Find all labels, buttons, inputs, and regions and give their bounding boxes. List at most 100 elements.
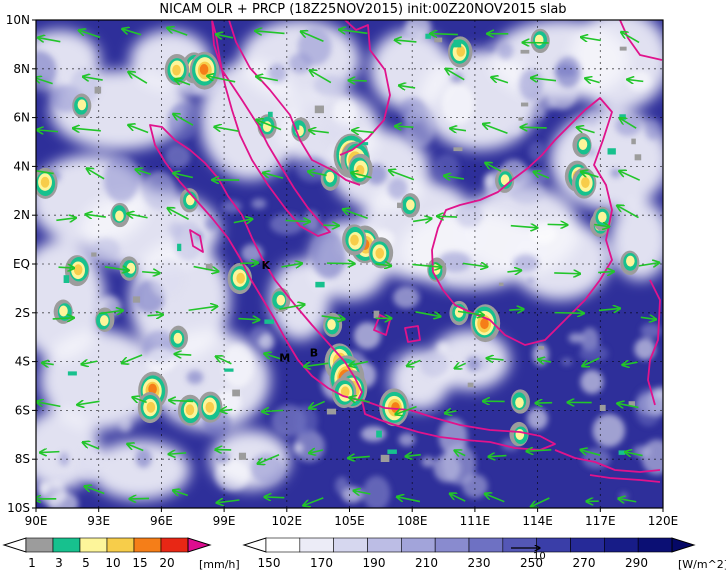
wind-vector	[640, 317, 656, 319]
wind-vector	[257, 453, 280, 464]
precip-cell	[72, 93, 92, 118]
wind-vector	[617, 205, 639, 219]
wind-vector	[220, 410, 233, 411]
precip-patch	[520, 102, 529, 107]
wind-vector	[132, 397, 147, 402]
lat-tick-label: 2N	[13, 208, 30, 222]
wind-vector	[216, 34, 234, 38]
precip-patch	[538, 346, 545, 350]
wind-vector	[405, 455, 421, 457]
wind-vector	[581, 172, 599, 178]
precip-tick-label: 20	[159, 556, 174, 570]
wind-vector	[256, 120, 282, 131]
wind-vector	[173, 173, 194, 177]
coastline-malay-peninsula	[211, 20, 331, 237]
wind-vector	[326, 263, 355, 264]
wind-vector	[582, 357, 600, 366]
lat-tick-label: 6N	[13, 111, 30, 125]
olr-tick-label: 270	[573, 556, 596, 570]
wind-vector	[84, 486, 105, 495]
wind-vector	[450, 128, 467, 130]
wind-vector	[104, 267, 129, 271]
wind-vector	[415, 311, 440, 317]
precip-patch	[467, 382, 474, 388]
map-panel: K M B	[36, 20, 663, 508]
precip-patch	[205, 263, 213, 271]
precip-patch	[177, 243, 182, 252]
wind-vector	[216, 356, 232, 365]
precip-cell	[64, 255, 90, 287]
wind-vector	[52, 318, 74, 319]
wind-vector	[531, 78, 557, 81]
precip-tick-label: 15	[132, 556, 147, 570]
wind-vector	[445, 69, 465, 81]
wind-vector	[42, 363, 54, 365]
wind-vector	[127, 444, 144, 452]
wind-vector	[399, 85, 416, 87]
precip-cell	[368, 237, 394, 269]
wind-vector	[445, 411, 457, 414]
precip-cell	[164, 53, 190, 86]
wind-vector	[462, 263, 488, 266]
wind-vector	[301, 31, 324, 42]
olr-bar-segment	[401, 537, 436, 553]
wind-vector	[395, 40, 417, 42]
lon-tick-label: 99E	[213, 514, 236, 528]
wind-vector	[142, 272, 160, 273]
wind-vector	[457, 311, 484, 315]
wind-vector	[618, 499, 637, 502]
wind-vector	[264, 354, 281, 359]
wind-vector	[598, 271, 614, 272]
wind-vector	[580, 450, 601, 456]
precip-patch	[619, 46, 627, 51]
precip-bar-segment	[25, 537, 54, 553]
wind-vector	[491, 77, 509, 84]
wind-vector	[303, 497, 324, 506]
olr-tick-label: 250	[520, 556, 543, 570]
olr-tick-label: 230	[468, 556, 491, 570]
wind-vector	[135, 169, 152, 174]
lat-tick-label: 10N	[6, 13, 30, 27]
wind-vector	[264, 497, 285, 498]
precip-cell	[110, 202, 130, 228]
precip-patch	[315, 281, 325, 288]
precip-patch	[264, 319, 275, 324]
wind-vector	[147, 315, 164, 316]
precip-cell	[36, 167, 58, 199]
wind-vector	[526, 450, 552, 451]
wind-vector	[239, 263, 258, 264]
precip-cell	[119, 256, 139, 281]
wind-vector	[73, 128, 101, 131]
wind-vector	[214, 127, 239, 132]
lat-tick-label: 2S	[15, 306, 30, 320]
coastline-thailand-coast	[228, 20, 361, 186]
wind-vector	[531, 497, 550, 507]
wind-vector	[619, 171, 641, 181]
wind-vector	[81, 361, 98, 364]
olr-bar-right-cap	[671, 537, 696, 553]
olr-tick-label: 170	[310, 556, 333, 570]
wind-vector	[412, 264, 441, 267]
wind-vector	[450, 494, 466, 502]
lat-tick-label: 4S	[15, 355, 30, 369]
wind-vector	[598, 308, 620, 310]
wind-vector	[309, 400, 326, 408]
precip-bar-right-cap	[187, 537, 212, 553]
wind-vector	[37, 130, 59, 132]
wind-vector	[520, 127, 547, 128]
wind-vector	[99, 310, 123, 313]
wind-vector	[547, 224, 568, 225]
precip-patch	[91, 252, 97, 257]
precip-patch	[631, 138, 636, 145]
wind-vector	[279, 304, 305, 311]
wind-vector	[256, 76, 278, 80]
lon-tick-label: 96E	[150, 514, 173, 528]
wind-vector	[216, 500, 240, 503]
lat-tick-label: 8S	[15, 452, 30, 466]
wind-vector	[262, 410, 284, 411]
precip-patch	[224, 368, 234, 372]
place-label: M	[279, 352, 290, 365]
precip-patch	[67, 371, 77, 376]
coastline-vietnam	[339, 20, 391, 156]
precip-cell	[509, 421, 529, 447]
